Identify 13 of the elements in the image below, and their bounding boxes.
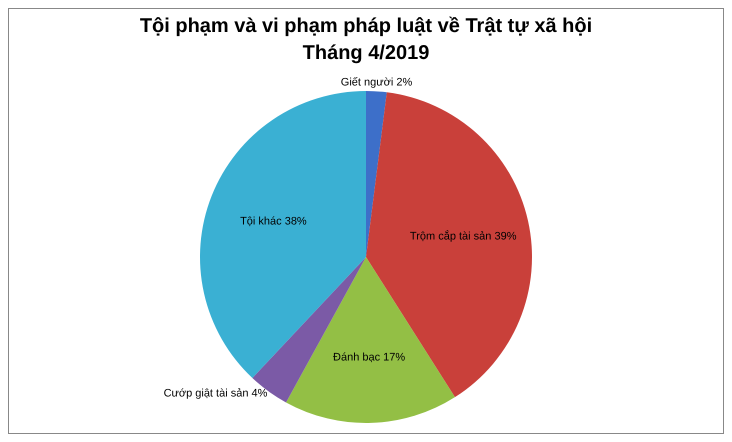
data-label: 17%	[383, 352, 406, 364]
slice-label: Cướp giật tài sản	[164, 388, 248, 400]
slice-label: Tội khác	[240, 215, 282, 228]
pie-slice	[366, 91, 387, 257]
chart-title: Tội phạm và vi phạm pháp luật về Trật tự xã hội Tháng 4/2019	[140, 15, 592, 64]
slice-label: Giết người	[340, 76, 394, 89]
data-label: 2%	[396, 76, 412, 89]
pie-slice	[286, 257, 455, 423]
slice-label: Trộm cắp tài sản	[410, 230, 492, 242]
data-label: 39%	[494, 230, 516, 242]
data-label: 38%	[284, 215, 307, 228]
slice-label: Đánh bạc	[333, 352, 380, 364]
data-label: 4%	[252, 388, 268, 400]
